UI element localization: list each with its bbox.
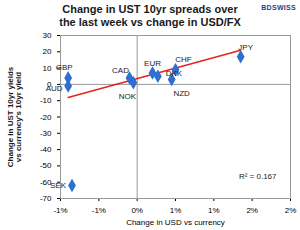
svg-text:-60: -60 <box>39 177 52 187</box>
svg-text:CAD: CAD <box>112 66 129 75</box>
svg-text:NZD: NZD <box>173 89 190 98</box>
svg-text:0%: 0% <box>131 206 143 215</box>
svg-text:1%: 1% <box>208 206 220 215</box>
svg-text:-40: -40 <box>40 145 52 154</box>
svg-text:SEK: SEK <box>50 181 67 190</box>
svg-text:GBP: GBP <box>56 63 73 72</box>
svg-text:-50: -50 <box>40 161 52 170</box>
svg-text:-10: -10 <box>40 96 52 105</box>
svg-text:JPY: JPY <box>238 43 253 52</box>
svg-text:-20: -20 <box>40 113 52 122</box>
svg-text:-1%: -1% <box>92 206 106 215</box>
svg-text:2%: 2% <box>246 206 258 215</box>
svg-text:NOK: NOK <box>119 92 137 101</box>
svg-text:EUR: EUR <box>144 59 161 68</box>
svg-text:2%: 2% <box>285 206 297 215</box>
svg-text:-70: -70 <box>40 194 52 203</box>
html-text:BDSWISS: BDSWISS <box>261 4 296 11</box>
svg-text:AUD: AUD <box>46 84 63 93</box>
svg-text:CHF: CHF <box>175 55 192 64</box>
svg-text:10: 10 <box>43 64 52 73</box>
svg-text:20: 20 <box>43 47 52 56</box>
svg-text:Change in UST 10yr yieldsvs cu: Change in UST 10yr yieldsvs currency's 1… <box>6 66 23 167</box>
svg-text:30: 30 <box>43 31 52 40</box>
html-text:Change in UST 10yr spreads ove: Change in UST 10yr spreads over the last… <box>59 3 241 28</box>
svg-text:-30: -30 <box>40 129 52 138</box>
svg-text:R² = 0.167: R² = 0.167 <box>239 172 277 181</box>
svg-text:Change in USD vs currency: Change in USD vs currency <box>126 218 225 227</box>
svg-text:DKK: DKK <box>166 69 183 78</box>
svg-text:1%: 1% <box>170 206 182 215</box>
svg-text:-1%: -1% <box>53 206 67 215</box>
